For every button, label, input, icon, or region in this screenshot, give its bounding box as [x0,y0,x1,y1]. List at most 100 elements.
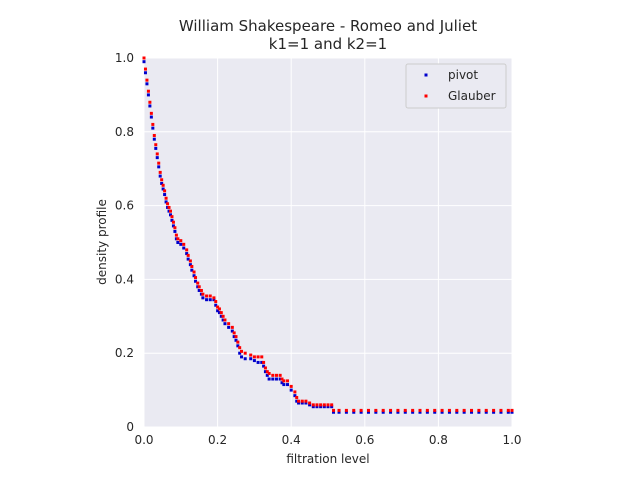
data-point-pivot [190,268,194,272]
data-point-pivot [217,311,221,315]
data-point-glauber [265,370,269,374]
data-point-glauber [240,349,244,353]
y-axis-ticks: 0 0.2 0.4 0.6 0.8 1.0 [115,51,134,434]
data-point-pivot [216,309,220,313]
data-point-pivot [267,377,271,381]
legend: pivot Glauber [405,63,507,109]
data-point-glauber [201,292,205,296]
legend-label-pivot: pivot [448,68,478,82]
data-point-pivot [326,405,330,409]
data-point-pivot [374,410,378,414]
data-point-pivot [381,410,385,414]
data-point-pivot [188,263,192,267]
data-point-glauber [447,408,451,412]
y-axis-label: density profile [95,199,109,285]
data-point-glauber [271,373,275,377]
data-point-glauber [267,371,271,375]
data-point-pivot [227,325,231,329]
data-point-pivot [300,401,304,405]
data-point-glauber [462,408,466,412]
data-point-glauber [470,408,474,412]
data-point-glauber [510,408,514,412]
chart-subtitle: k1=1 and k2=1 [269,35,387,53]
data-point-pivot [271,377,275,381]
data-point-pivot [260,360,264,364]
data-point-glauber [381,408,385,412]
data-point-glauber [492,408,496,412]
y-tick-label: 0 [126,420,134,434]
data-point-pivot [186,257,190,261]
data-point-glauber [440,408,444,412]
data-point-glauber [230,325,234,329]
data-point-glauber [163,189,167,193]
data-point-pivot [164,200,168,204]
data-point-glauber [330,403,334,407]
data-point-pivot [492,410,496,414]
data-point-glauber [506,408,510,412]
data-point-glauber [297,399,301,403]
data-point-pivot [170,218,174,222]
data-point-pivot [212,298,216,302]
data-point-pivot [389,410,393,414]
data-point-pivot [151,126,155,130]
data-point-glauber [252,355,256,359]
data-point-pivot [403,410,407,414]
data-point-pivot [274,377,278,381]
data-point-pivot [223,322,227,326]
data-point-pivot [194,279,198,283]
legend-marker-pivot [424,73,428,77]
data-point-pivot [221,318,225,322]
data-point-pivot [182,246,186,250]
data-point-glauber [173,226,177,230]
data-point-glauber [190,264,194,268]
data-point-glauber [161,183,165,187]
data-point-pivot [344,410,348,414]
data-point-glauber [168,209,172,213]
data-point-pivot [154,146,158,150]
data-point-glauber [262,360,266,364]
data-point-pivot [359,410,363,414]
data-point-glauber [148,100,152,104]
data-point-glauber [477,408,481,412]
data-point-glauber [205,294,209,298]
data-point-pivot [330,405,334,409]
data-point-pivot [470,410,474,414]
data-point-glauber [197,285,201,289]
data-point-glauber [145,78,149,82]
data-point-glauber [194,276,198,280]
data-point-pivot [280,381,284,385]
chart-title: William Shakespeare - Romeo and Juliet [179,17,477,35]
data-point-glauber [186,253,190,257]
x-tick-label: 1.0 [502,433,521,447]
x-axis-ticks: 0.0 0.2 0.4 0.6 0.8 1.0 [134,433,521,447]
data-point-glauber [260,355,264,359]
data-point-glauber [155,152,159,156]
y-tick-label: 0.8 [115,125,134,139]
data-point-pivot [366,410,370,414]
data-point-pivot [201,296,205,300]
data-point-pivot [337,410,341,414]
data-point-pivot [455,410,459,414]
data-point-glauber [322,403,326,407]
legend-marker-glauber [424,94,428,98]
data-point-glauber [154,143,158,147]
data-point-glauber [389,408,393,412]
data-point-pivot [265,373,269,377]
data-point-pivot [243,357,247,361]
data-point-pivot [240,355,244,359]
data-point-glauber [176,237,180,241]
data-point-pivot [168,213,172,217]
data-point-glauber [146,89,150,93]
data-point-glauber [359,408,363,412]
data-point-glauber [243,351,247,355]
data-point-glauber [499,408,503,412]
data-point-glauber [212,296,216,300]
data-point-pivot [506,410,510,414]
data-point-pivot [219,314,223,318]
data-point-glauber [185,248,189,252]
data-point-glauber [149,111,153,115]
data-point-glauber [344,408,348,412]
data-point-pivot [297,401,301,405]
x-tick-label: 0.6 [355,433,374,447]
